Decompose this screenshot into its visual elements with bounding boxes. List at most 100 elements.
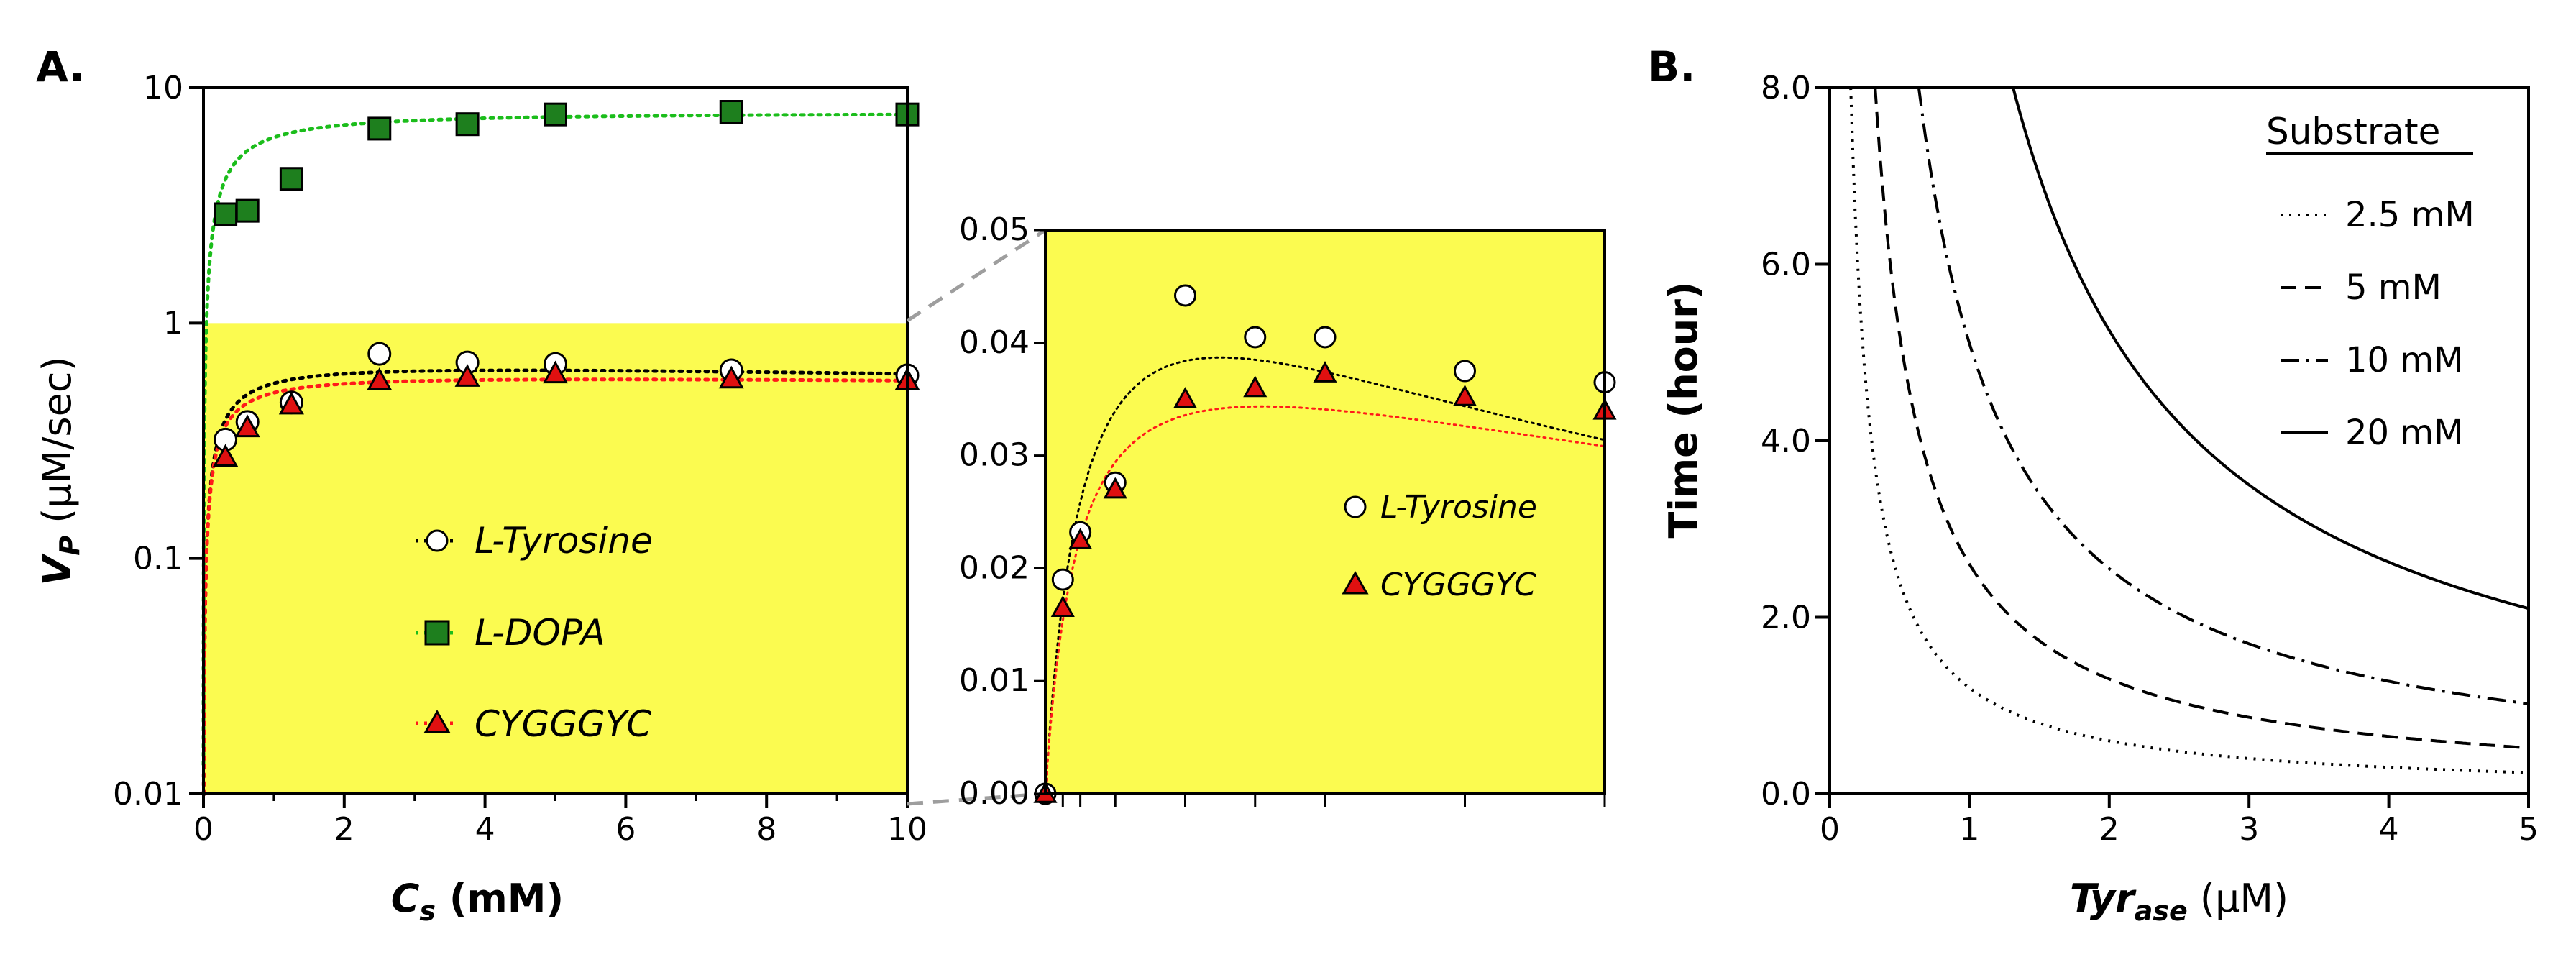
- time-curve-5-mm: [1874, 87, 2529, 750]
- legend-item-l-tyrosine: L-Tyrosine: [416, 520, 653, 562]
- legend-marker-triangle: [423, 709, 451, 733]
- highlight-region: [203, 323, 907, 794]
- data-points: [213, 100, 920, 467]
- time-curves: [1849, 87, 2529, 774]
- legend: L-Tyrosine L-DOPA CYGGGYC: [416, 520, 653, 745]
- data-point-l-dopa: [235, 198, 260, 223]
- inset-legend-label-cygggyc: CYGGGYC: [1380, 567, 1536, 603]
- inset-y-tick-label: 0.04: [959, 324, 1030, 361]
- inset-data-point-cygggyc: [1068, 528, 1093, 549]
- panel-b-x-tick-label: 3: [2239, 811, 2259, 848]
- panel-b-y-tick-label: 0.0: [1761, 776, 1811, 812]
- inset-y-tick-label: 0.02: [959, 549, 1030, 586]
- zoom-connector-bottom: [907, 792, 1046, 806]
- inset-legend-marker-triangle: [1342, 570, 1369, 595]
- legend-item-cyggg: CYGGGYC: [416, 703, 651, 745]
- data-point-l-dopa: [367, 116, 392, 141]
- x-tick-label: 4: [475, 811, 495, 848]
- legend-label-5-mm: 5 mM: [2345, 267, 2442, 308]
- panel-b-y-tick-label: 4.0: [1761, 423, 1811, 459]
- x-tick-label: 8: [756, 811, 776, 848]
- inset-legend-marker-circle: [1344, 495, 1367, 518]
- inset-y-tick-label: 0.03: [959, 437, 1030, 474]
- data-point-cygggyc: [367, 367, 393, 390]
- panel-b-x-tick-label: 5: [2518, 811, 2539, 848]
- time-curve-10-mm: [1917, 87, 2529, 705]
- panel-b-x-tick-label: 2: [2099, 811, 2119, 848]
- legend-label-10-mm: 10 mM: [2345, 340, 2464, 380]
- inset-legend: L-Tyrosine CYGGGYC: [1342, 489, 1537, 603]
- panel-a-inset-chart: 0.00 0.01 0.02 0.03 0.04 0.05 L-Tyrosine CYGG…: [959, 211, 1617, 812]
- inset-fit-curve-cygggyc: [1044, 405, 1606, 795]
- inset-y-tick-label: 0.01: [959, 662, 1030, 699]
- legend-label-cygggyc: CYGGGYC: [475, 703, 651, 745]
- x-tick-label: 10: [887, 811, 927, 848]
- panel-b-x-tick-label: 1: [1959, 811, 1979, 848]
- zoom-connector-top: [906, 228, 1047, 323]
- legend-label-2-5-mm: 2.5 mM: [2345, 195, 2475, 235]
- data-point-l-dopa: [719, 100, 743, 124]
- panel-label-a: A.: [36, 42, 85, 91]
- x-tick-label: 6: [615, 811, 636, 848]
- y-tick-label: 10: [143, 70, 183, 106]
- data-point-l-dopa: [214, 202, 238, 226]
- legend-label-l-dopa: L-DOPA: [475, 612, 605, 654]
- inset-data-point-cygggyc: [1050, 595, 1075, 617]
- inset-data-point-cygggyc: [1173, 387, 1198, 408]
- inset-data-point-l-tyrosine: [1051, 568, 1074, 591]
- inset-data-point-l-tyrosine: [1314, 326, 1337, 349]
- panel-label-b: B.: [1648, 42, 1695, 91]
- y-tick-label: 1: [163, 305, 183, 342]
- data-point-l-tyrosine: [367, 342, 392, 366]
- data-point-cygggyc: [234, 414, 260, 438]
- panel-b-x-tick-label: 0: [1820, 811, 1840, 848]
- inset-y-tick-label: 0.00: [959, 775, 1030, 812]
- panel-b-x-axis-ticks: 0 1 2 3 4 5: [1820, 794, 2539, 848]
- inset-y-tick-label: 0.05: [959, 211, 1030, 248]
- inset-data-point-l-tyrosine: [1454, 360, 1476, 383]
- panel-b-x-axis-title: Tyrase (μM): [2070, 876, 2288, 927]
- inset-data-point-l-tyrosine: [1244, 326, 1267, 349]
- data-point-cygggyc: [542, 360, 569, 384]
- panel-b-y-axis-ticks: 0.0 2.0 4.0 6.0 8.0: [1761, 70, 1830, 812]
- legend-label-20-mm: 20 mM: [2345, 413, 2464, 453]
- data-point-cygggyc: [454, 364, 480, 387]
- x-tick-label: 2: [334, 811, 354, 848]
- panel-b-x-tick-label: 4: [2379, 811, 2399, 848]
- x-tick-label: 0: [193, 811, 214, 848]
- panel-b-legend: Substrate 2.5 mM 5 mM 10 mM 20 mM: [2266, 111, 2475, 453]
- legend-marker-square: [424, 620, 450, 646]
- inset-data-point-cygggyc: [1313, 361, 1337, 383]
- time-curve-20-mm: [2012, 87, 2529, 610]
- inset-data-point-cygggyc: [1452, 384, 1477, 406]
- x-axis-title: Cs (mM): [391, 876, 564, 927]
- data-point-l-dopa: [279, 167, 303, 191]
- data-point-cygggyc: [278, 391, 304, 415]
- inset-plot-background: [1045, 230, 1605, 794]
- inset-x-axis-ticks: [1061, 794, 1606, 807]
- panel-b-y-tick-label: 8.0: [1761, 70, 1811, 106]
- inset-y-axis-ticks: 0.00 0.01 0.02 0.03 0.04 0.05: [959, 211, 1045, 812]
- panel-b-chart: 0 1 2 3 4 5 0.0 2.0 4.0 6.0 8.0 Substrate 2.5 mM 5…: [1661, 70, 2539, 927]
- inset-data-point-l-tyrosine: [1174, 284, 1196, 307]
- panel-b-y-axis-title: Time (hour): [1661, 281, 1706, 538]
- panel-a-main-chart: 0 2 4 6 8 10 0.01 0.1 1 10 L-Tyrosine L-DOPA CYG…: [35, 70, 927, 927]
- data-point-l-dopa: [455, 112, 480, 137]
- inset-data-point-cygggyc: [1243, 375, 1268, 398]
- y-tick-label: 0.01: [113, 776, 183, 812]
- y-tick-label: 0.1: [133, 541, 183, 577]
- data-point-l-dopa: [544, 102, 567, 127]
- legend-marker-circle: [426, 529, 449, 552]
- panel-b-y-tick-label: 2.0: [1761, 600, 1811, 636]
- legend-title-substrate: Substrate: [2266, 111, 2440, 152]
- y-axis-ticks: 0.01 0.1 1 10: [113, 70, 203, 812]
- data-point-cygggyc: [213, 444, 239, 467]
- panel-b-y-tick-label: 6.0: [1761, 247, 1811, 283]
- y-axis-title: VP (μM/sec): [35, 356, 86, 585]
- legend-item-l-dopa: L-DOPA: [416, 612, 605, 654]
- inset-data-point-cygggyc: [1103, 477, 1127, 499]
- inset-legend-label-l-tyrosine: L-Tyrosine: [1380, 489, 1537, 526]
- legend-label-l-tyrosine: L-Tyrosine: [475, 520, 653, 562]
- x-axis-ticks: 0 2 4 6 8 10: [193, 794, 927, 848]
